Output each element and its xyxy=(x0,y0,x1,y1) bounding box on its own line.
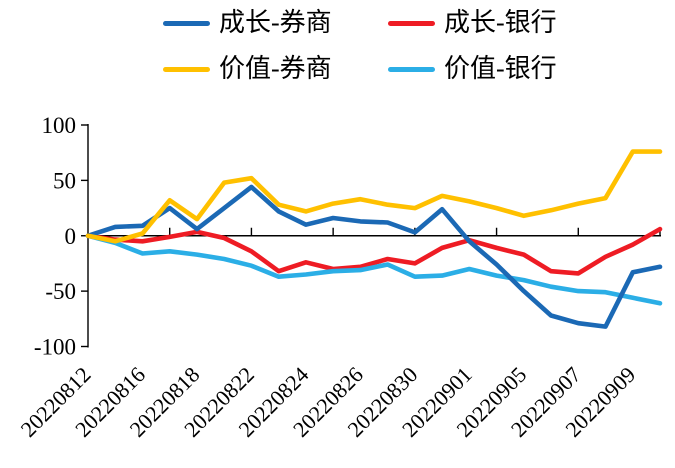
legend-label: 价值-券商 xyxy=(219,54,332,83)
legend-item-value-bank: 价值-银行 xyxy=(388,56,557,82)
series-line-价值-银行 xyxy=(85,233,663,306)
y-tick-label: 50 xyxy=(53,168,76,193)
y-tick-label: 0 xyxy=(65,224,77,249)
series-line-成长-券商 xyxy=(85,184,663,329)
series-line-成长-银行 xyxy=(85,226,663,276)
y-tick-label: -100 xyxy=(34,335,76,360)
legend-line-swatch-red xyxy=(388,20,435,26)
legend-line-swatch-blue xyxy=(163,20,210,26)
legend-label: 价值-银行 xyxy=(444,54,557,83)
legend-item-value-broker: 价值-券商 xyxy=(163,56,332,82)
legend-item-growth-bank: 成长-银行 xyxy=(388,10,557,36)
y-tick-label: -50 xyxy=(45,279,76,304)
legend-line-swatch-yellow xyxy=(163,66,210,72)
legend-line-swatch-cyan xyxy=(388,66,435,72)
legend-label: 成长-券商 xyxy=(219,8,332,37)
series-line-价值-券商 xyxy=(85,149,663,244)
legend-label: 成长-银行 xyxy=(444,8,557,37)
legend-item-growth-broker: 成长-券商 xyxy=(163,10,332,36)
y-tick-label: 100 xyxy=(42,113,77,138)
